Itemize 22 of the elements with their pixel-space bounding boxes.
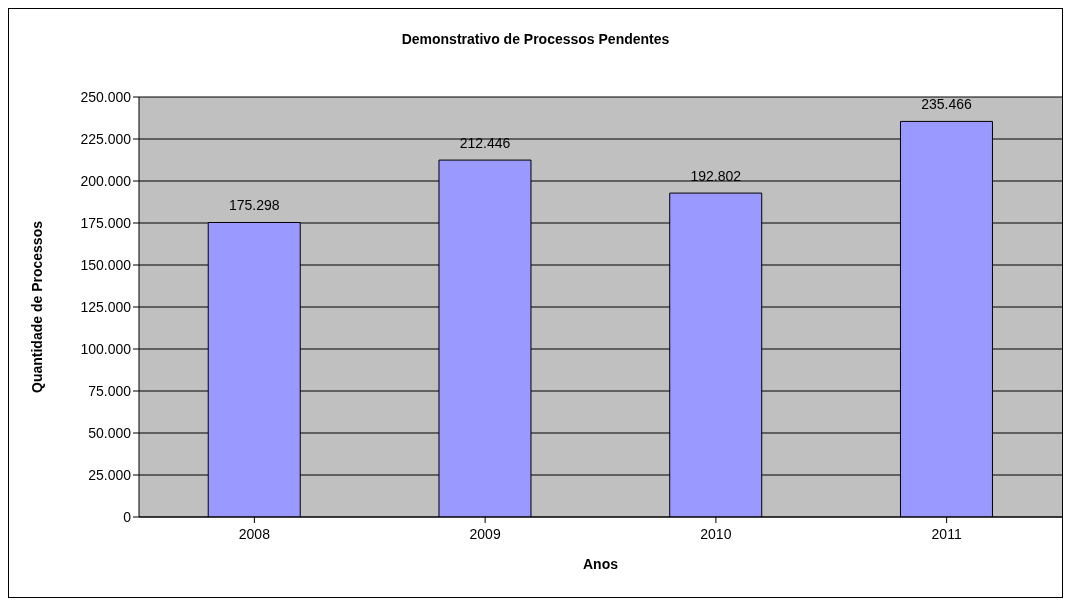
x-tick-label: 2008 [238, 525, 271, 542]
chart-title: Demonstrativo de Processos Pendentes [400, 31, 671, 47]
y-tick-label: 175.000 [80, 214, 132, 231]
x-tick-label: 2011 [931, 525, 962, 542]
x-tick-label: 2009 [469, 525, 501, 542]
y-tick-label: 25.000 [88, 466, 132, 483]
y-tick-label: 150.000 [80, 256, 132, 273]
y-tick-label: 50.000 [88, 424, 132, 441]
data-label: 175.298 [228, 197, 280, 214]
x-tick-label: 2010 [700, 525, 732, 542]
y-tick-label: 75.000 [88, 382, 132, 399]
data-label: 235.466 [921, 96, 972, 113]
data-label: 192.802 [690, 168, 742, 185]
y-tick-label: 100.000 [80, 340, 132, 357]
y-tick-label: 0 [123, 508, 132, 525]
y-axis-title: Quantidade de Processos [28, 220, 45, 393]
y-tick-label: 200.000 [80, 172, 132, 189]
x-axis-title: Anos [583, 556, 619, 572]
y-tick-label: 125.000 [80, 298, 132, 315]
data-label: 212.446 [459, 135, 511, 152]
y-tick-label: 250.000 [80, 88, 132, 105]
y-tick-label: 225.000 [80, 130, 132, 147]
